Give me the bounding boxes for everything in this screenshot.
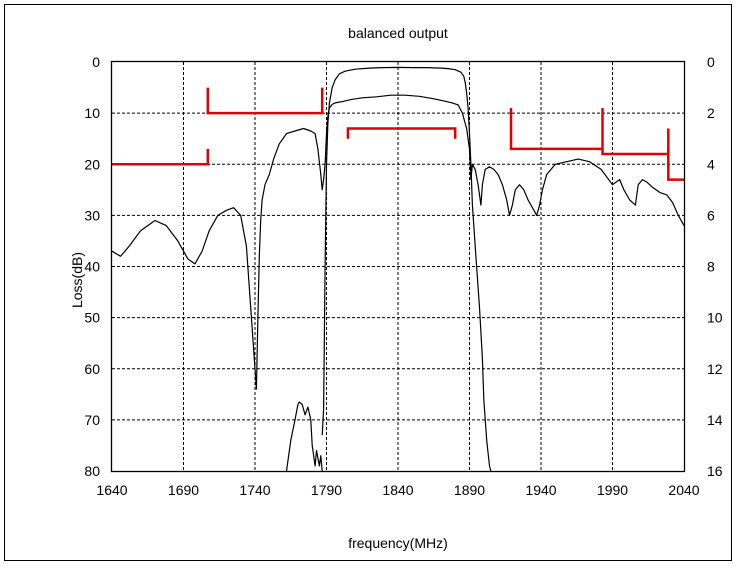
x-tick-label: 1640 (96, 482, 127, 498)
y-tick-label: 80 (84, 463, 100, 479)
grid-layer (112, 62, 684, 471)
y-tick-label: 10 (84, 105, 100, 121)
y2-tick-label: 0 (707, 54, 715, 70)
spec-limit-6 (667, 128, 684, 181)
y-tick-label: 0 (92, 54, 100, 70)
x-tick-label: 1740 (239, 482, 270, 498)
y-tick-label: 50 (84, 310, 100, 326)
y-tick-label: 20 (84, 156, 100, 172)
curve-layer (111, 66, 685, 472)
y-axis-title: Loss(dB) (69, 252, 85, 308)
chart-title: balanced output (348, 25, 448, 41)
spec-limit-4 (509, 108, 604, 151)
y2-tick-label: 10 (707, 310, 723, 326)
x-tick-label: 1940 (525, 482, 556, 498)
y2-tick-label: 16 (707, 463, 723, 479)
x-axis-title: frequency(MHz) (348, 535, 448, 551)
x-tick-label: 1840 (382, 482, 413, 498)
spec-limit-3 (346, 127, 457, 139)
x-tick-label: 1790 (311, 482, 342, 498)
loss-curve-2 (321, 66, 473, 436)
spec-limit-1 (112, 148, 210, 166)
plot-area-border (110, 60, 686, 473)
spec-limit-2 (206, 87, 324, 115)
x-tick-label: 1890 (454, 482, 485, 498)
x-tick-label: 1690 (168, 482, 199, 498)
loss-curve-1 (111, 94, 685, 390)
loss-curve-3 (471, 205, 492, 472)
y2-tick-label: 8 (707, 259, 715, 275)
outer-frame (4, 4, 732, 561)
spec-layer (112, 87, 684, 181)
y-tick-label: 40 (84, 259, 100, 275)
y-tick-label: 60 (84, 361, 100, 377)
y2-tick-label: 2 (707, 105, 715, 121)
y2-tick-label: 4 (707, 156, 715, 172)
x-tick-label: 1990 (597, 482, 628, 498)
loss-curve-4 (285, 401, 323, 472)
tick-labels: 1640 1690 1740 1790 1840 1890 1940 1990 20400102… (84, 54, 722, 498)
y-tick-label: 70 (84, 412, 100, 428)
y-tick-label: 30 (84, 207, 100, 223)
x-tick-label: 2040 (668, 482, 699, 498)
y2-tick-label: 12 (707, 361, 723, 377)
y2-tick-label: 14 (707, 412, 723, 428)
y2-tick-label: 6 (707, 207, 715, 223)
